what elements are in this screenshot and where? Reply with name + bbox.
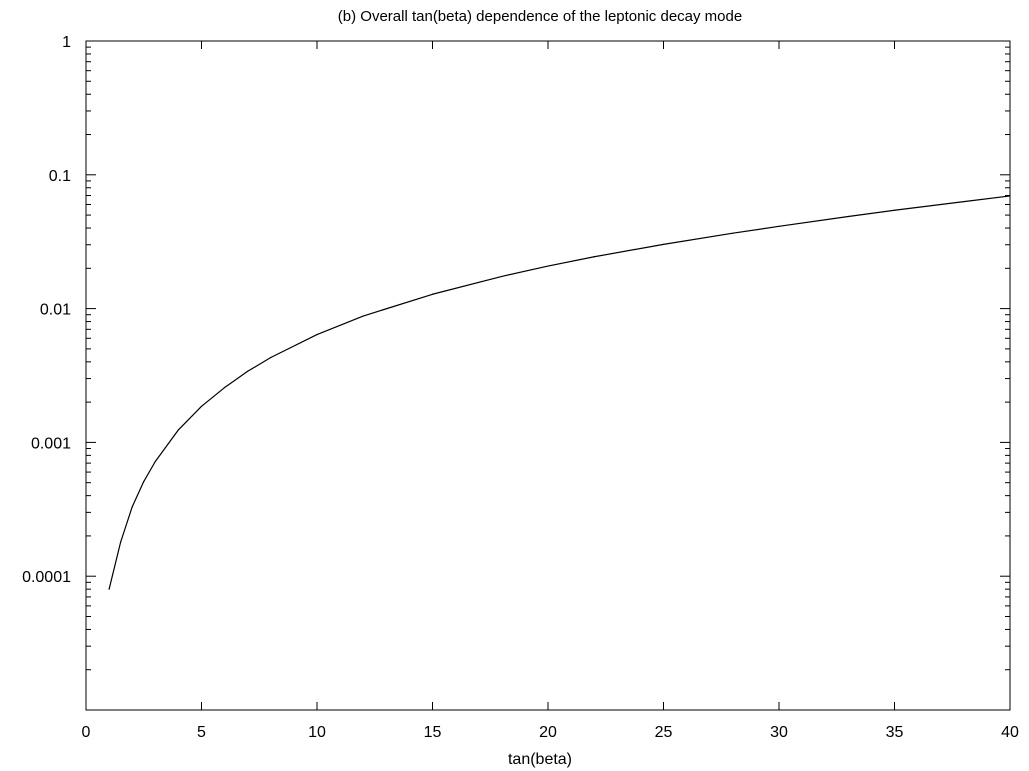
y-tick-label: 0.1 bbox=[49, 168, 71, 185]
data-point bbox=[154, 460, 156, 463]
y-tick-label: 0.01 bbox=[40, 302, 71, 319]
data-point bbox=[847, 215, 849, 218]
data-point bbox=[662, 243, 665, 245]
data-point bbox=[270, 356, 272, 359]
x-tick-label: 15 bbox=[424, 724, 442, 741]
x-tick-labels: 0 5 10 15 20 25 30 35 40 bbox=[82, 724, 1019, 741]
x-tick-label: 40 bbox=[1001, 724, 1019, 741]
data-point bbox=[963, 201, 965, 203]
data-point bbox=[177, 429, 179, 431]
tick-marks bbox=[85, 40, 1011, 710]
chart-title: (b) Overall tan(beta) dependence of the … bbox=[338, 8, 742, 25]
y-tick-label: 1 bbox=[62, 34, 71, 51]
data-point bbox=[893, 209, 896, 211]
x-tick-label: 0 bbox=[82, 724, 91, 741]
x-tick-label: 20 bbox=[539, 724, 557, 741]
y-tick-label: 0.001 bbox=[31, 435, 71, 452]
data-point bbox=[431, 293, 434, 295]
data-point bbox=[120, 541, 122, 543]
data-point bbox=[593, 256, 595, 258]
x-tick-label: 30 bbox=[770, 724, 788, 741]
data-point bbox=[108, 588, 110, 590]
data-point bbox=[501, 275, 503, 278]
data-point bbox=[143, 480, 145, 483]
data-point bbox=[200, 405, 203, 407]
x-tick-label: 5 bbox=[197, 724, 206, 741]
data-point bbox=[131, 506, 133, 508]
data-point bbox=[362, 315, 364, 317]
series-layer bbox=[108, 195, 1011, 590]
data-point bbox=[316, 333, 318, 336]
x-tick-label: 35 bbox=[886, 724, 904, 741]
data-point bbox=[732, 232, 734, 234]
y-tick-labels: 0.0001 0.001 0.01 0.1 1 bbox=[22, 34, 71, 586]
data-point bbox=[247, 370, 249, 372]
x-tick-label: 25 bbox=[655, 724, 673, 741]
series-line bbox=[108, 195, 1011, 590]
data-point bbox=[547, 265, 549, 267]
data-point bbox=[1009, 195, 1011, 197]
x-tick-label: 10 bbox=[308, 724, 326, 741]
plot-frame bbox=[85, 40, 1011, 711]
x-axis-label: tan(beta) bbox=[508, 751, 572, 768]
y-tick-label: 0.0001 bbox=[22, 569, 71, 586]
data-point bbox=[224, 386, 226, 389]
data-point bbox=[778, 225, 780, 227]
